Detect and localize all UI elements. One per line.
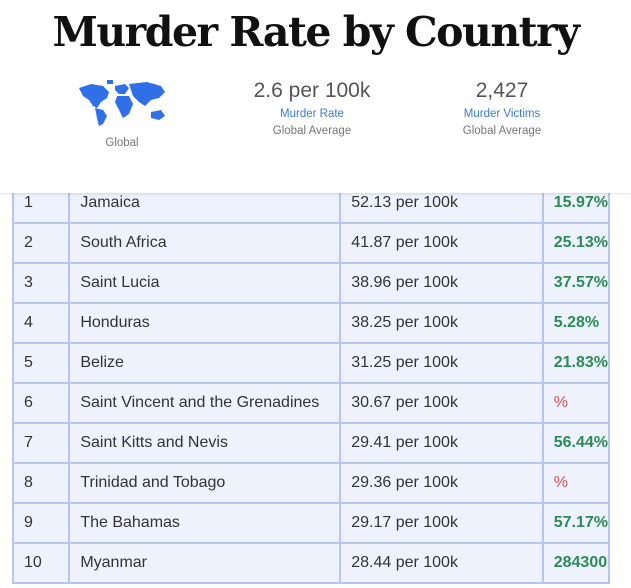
region-label: Global — [105, 137, 139, 149]
rank-cell: 3 — [11, 262, 71, 304]
country-cell[interactable]: Belize — [68, 342, 342, 384]
rank-cell: 2 — [11, 222, 71, 264]
murder-rate-sub: Global Average — [272, 125, 352, 137]
country-cell[interactable]: South Africa — [68, 222, 342, 264]
rate-cell: 29.17 per 100k — [339, 502, 544, 544]
global-selector[interactable]: Global — [70, 78, 174, 149]
country-cell[interactable]: Saint Kitts and Nevis — [68, 422, 342, 464]
rate-cell: 29.41 per 100k — [339, 422, 544, 464]
table-row[interactable]: 7 Saint Kitts and Nevis 29.41 per 100k 56.4… — [11, 422, 611, 464]
rate-cell: 29.36 per 100k — [339, 462, 544, 504]
table-row[interactable]: 9 The Bahamas 29.17 per 100k 57.17% — [11, 502, 611, 544]
change-cell: 284300 — [541, 542, 611, 584]
rate-cell: 30.67 per 100k — [339, 382, 544, 424]
table-row[interactable]: 8 Trinidad and Tobago 29.36 per 100k% — [11, 462, 611, 504]
change-cell: 56.44% — [541, 422, 611, 464]
murder-rate-value: 2.6 per 100k — [253, 79, 371, 102]
country-cell[interactable]: Trinidad and Tobago — [68, 462, 342, 504]
page-header: Murder Rate by Country Global 2.6 per 10… — [0, 0, 631, 193]
table-row[interactable]: 2 South Africa 41.87 per 100k 25.13% — [11, 222, 611, 264]
country-cell[interactable]: The Bahamas — [68, 502, 342, 544]
murder-victims-stat: 2,427 Murder Victims Global Average — [412, 78, 592, 137]
rank-cell: 8 — [11, 462, 71, 504]
rank-cell: 6 — [11, 382, 71, 424]
country-cell[interactable]: Saint Lucia — [68, 262, 342, 304]
rate-cell: 38.25 per 100k — [339, 302, 544, 344]
murder-victims-label[interactable]: Murder Victims — [463, 108, 541, 120]
change-cell: 37.57% — [541, 262, 611, 304]
change-cell: 25.13% — [541, 222, 611, 264]
table-row[interactable]: 6 Saint Vincent and the Grenadines 30.67 p… — [11, 382, 611, 424]
country-cell[interactable]: Honduras — [68, 302, 342, 344]
rank-cell: 10 — [11, 542, 71, 584]
murder-rate-label[interactable]: Murder Rate — [280, 108, 344, 120]
country-cell[interactable]: Myanmar — [68, 542, 342, 584]
rank-cell: 7 — [11, 422, 71, 464]
table-row[interactable]: 1 Jamaica 52.13 per 100k 15.97% — [11, 182, 611, 224]
table-row[interactable]: 4 Honduras 38.25 per 100k 5.28% — [11, 302, 611, 344]
table-row[interactable]: 5 Belize 31.25 per 100k 21.83% — [11, 342, 611, 384]
page-title: Murder Rate by Country — [52, 8, 580, 56]
ranking-table: 1 Jamaica 52.13 per 100k 15.97% 2 South Afric… — [11, 182, 611, 584]
change-cell: 5.28% — [541, 302, 611, 344]
rank-cell: 4 — [11, 302, 71, 344]
murder-rate-stat: 2.6 per 100k Murder Rate Global Average — [222, 78, 402, 137]
change-cell: % — [541, 382, 611, 424]
rank-cell: 5 — [11, 342, 71, 384]
rate-cell: 31.25 per 100k — [339, 342, 544, 384]
rate-cell: 41.87 per 100k — [339, 222, 544, 264]
rate-cell: 28.44 per 100k — [339, 542, 544, 584]
change-cell: 57.17% — [541, 502, 611, 544]
rate-cell: 38.96 per 100k — [339, 262, 544, 304]
change-cell: % — [541, 462, 611, 504]
change-cell: 21.83% — [541, 342, 611, 384]
world-map-icon — [79, 80, 165, 126]
table-row[interactable]: 10 Myanmar 28.44 per 100k 284300 — [11, 542, 611, 584]
country-cell[interactable]: Saint Vincent and the Grenadines — [68, 382, 342, 424]
table-row[interactable]: 3 Saint Lucia 38.96 per 100k 37.57% — [11, 262, 611, 304]
murder-victims-sub: Global Average — [462, 125, 542, 137]
rank-cell: 9 — [11, 502, 71, 544]
murder-victims-value: 2,427 — [475, 79, 529, 102]
